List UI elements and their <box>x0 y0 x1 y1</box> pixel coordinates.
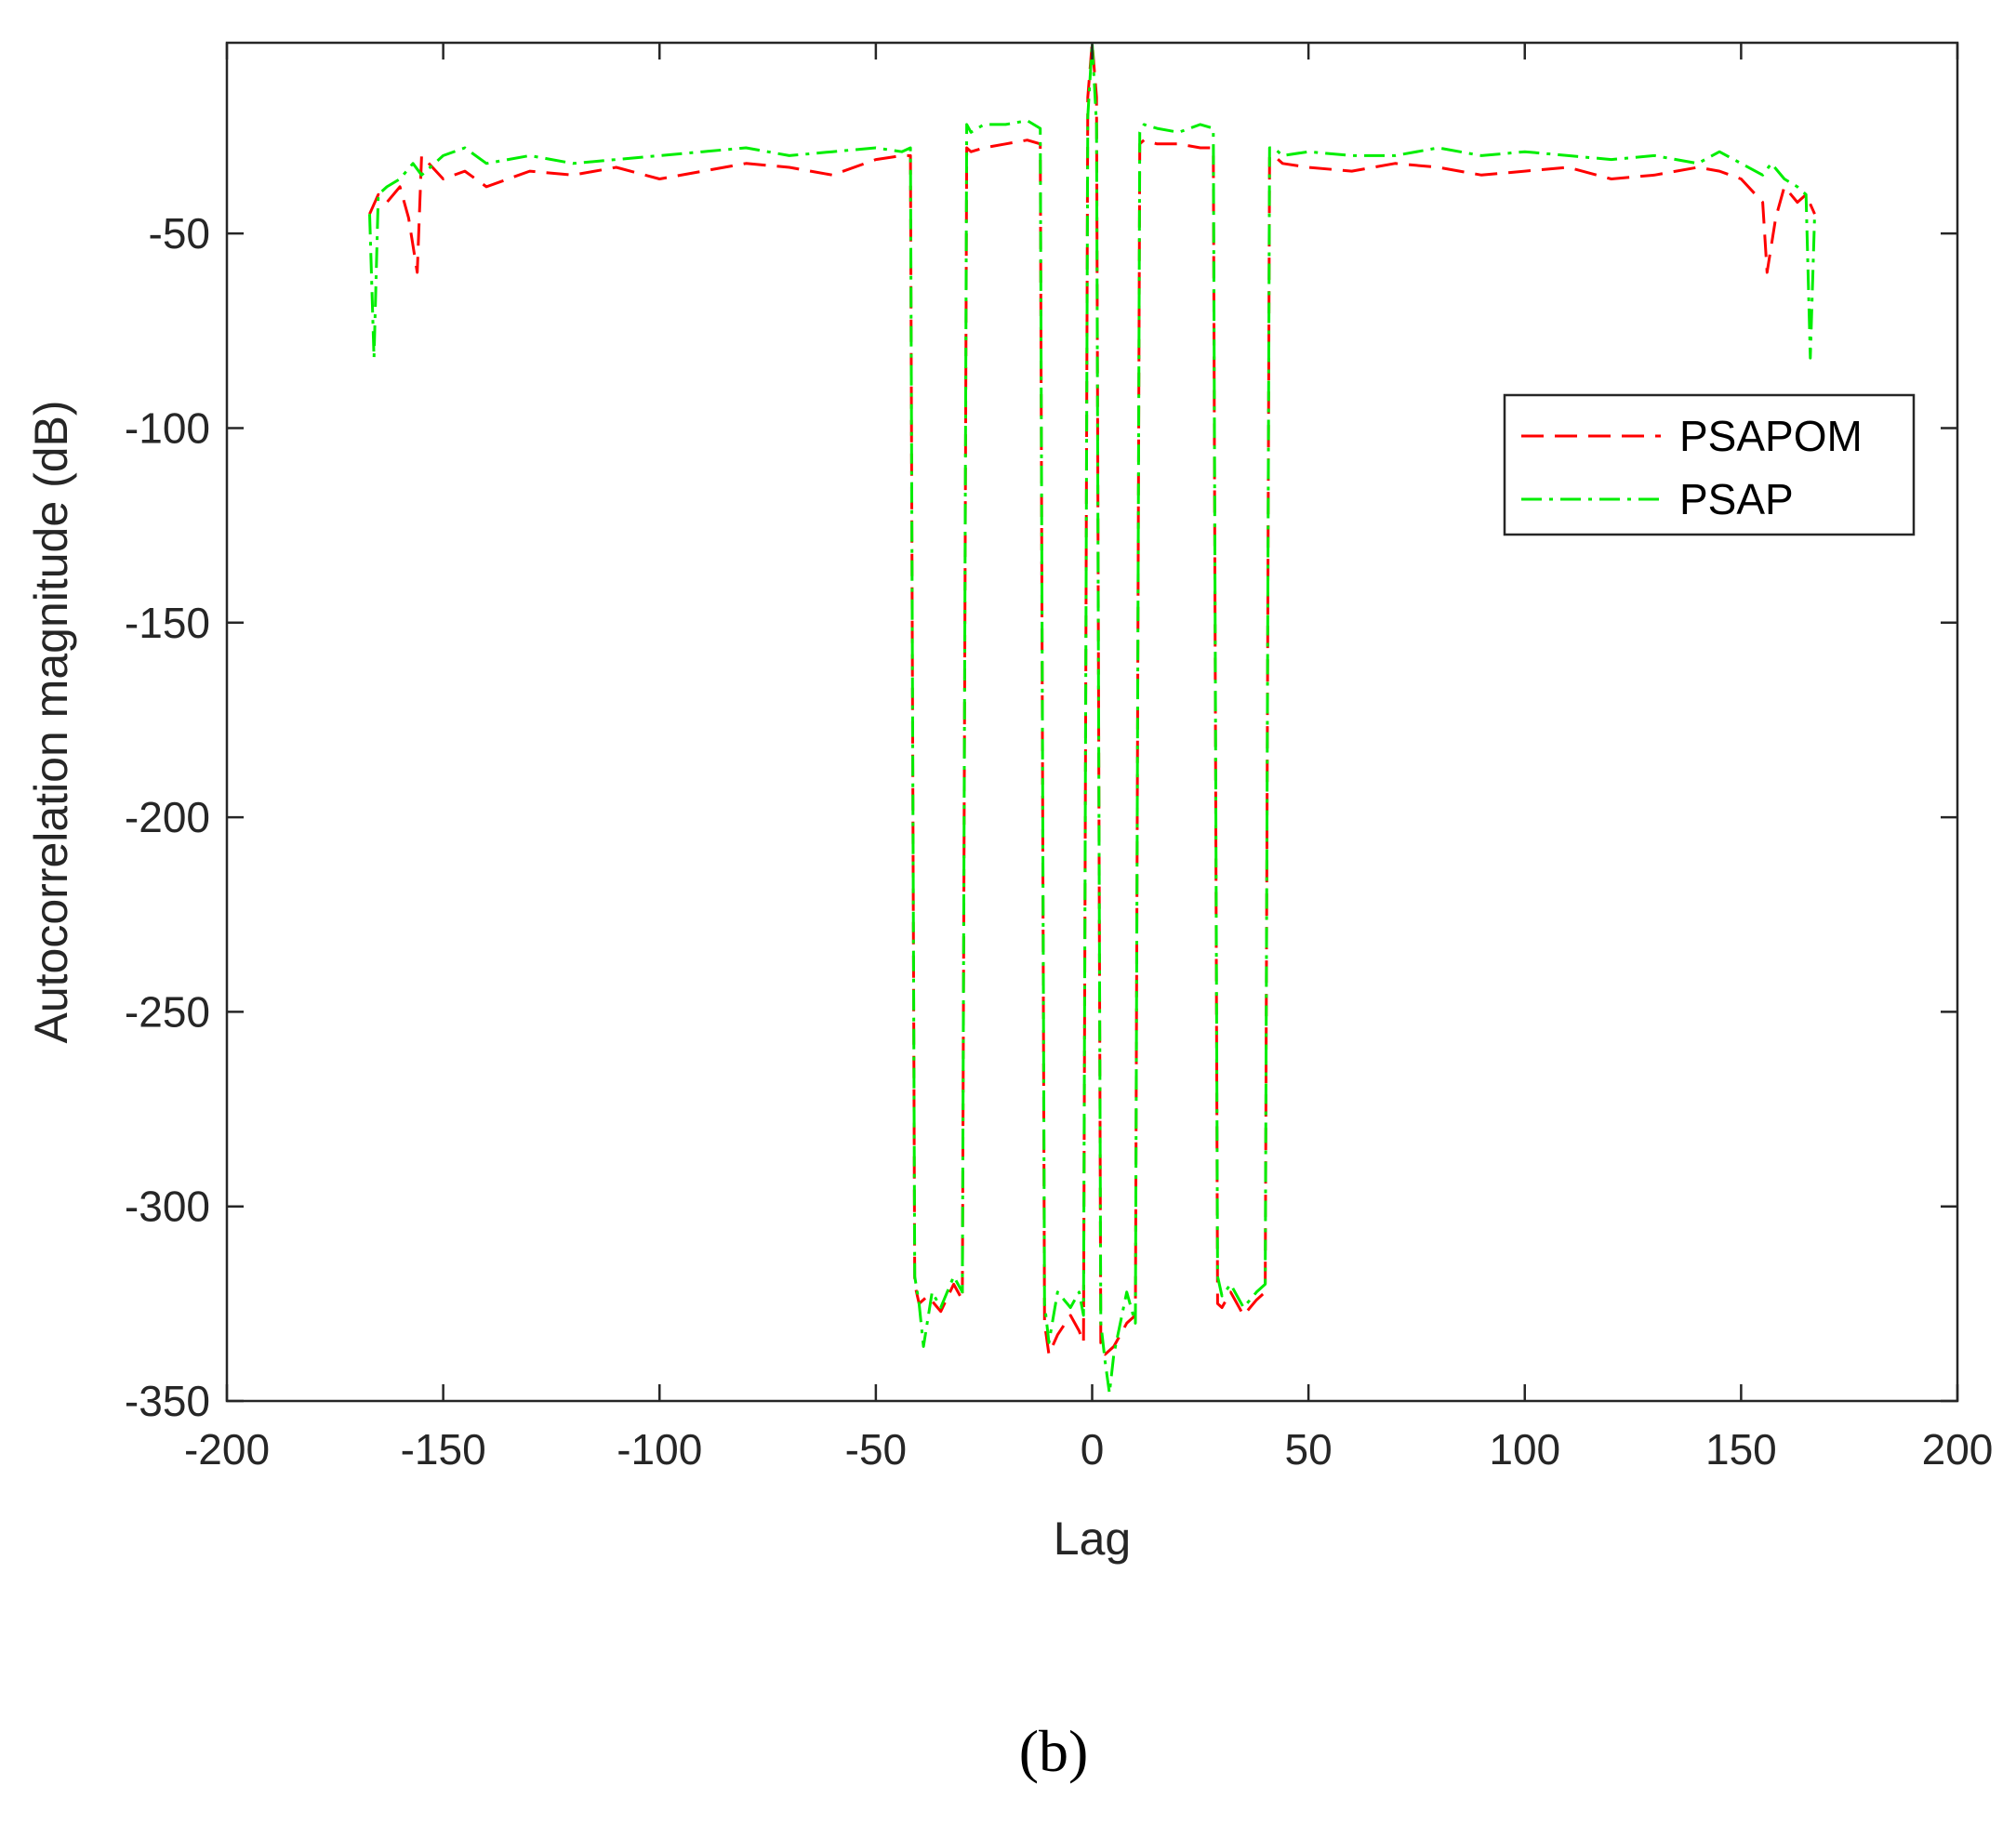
y-tick-label: -100 <box>125 403 210 452</box>
y-axis-label: Autocorrelation magnitude (dB) <box>25 400 77 1043</box>
x-tick-label: 150 <box>1705 1425 1777 1474</box>
legend-box <box>1503 393 1916 536</box>
x-tick-label: -150 <box>401 1425 486 1474</box>
legend: PSAPOM PSAP <box>1503 393 1916 536</box>
x-tick-label: -100 <box>617 1425 702 1474</box>
y-tick-label: -50 <box>149 209 210 258</box>
x-tick-label: -200 <box>184 1425 270 1474</box>
series-line-psapom <box>368 41 1816 1356</box>
x-tick-label: 0 <box>1081 1425 1105 1474</box>
x-tick-label: 50 <box>1285 1425 1333 1474</box>
tick-layer: -200 -150 -100 -50 0 50 100 150 200 -350 -300 -250 -… <box>125 43 1993 1474</box>
x-tick-label: 200 <box>1922 1425 1994 1474</box>
y-tick-label: -350 <box>125 1377 210 1425</box>
series-line-psap <box>368 41 1816 1395</box>
x-tick-label: -50 <box>845 1425 907 1474</box>
x-axis-label: Lag <box>1054 1513 1131 1565</box>
legend-label-psap: PSAP <box>1679 475 1794 523</box>
legend-label-psapom: PSAPOM <box>1679 412 1863 460</box>
y-tick-label: -150 <box>125 599 210 647</box>
y-tick-label: -200 <box>125 793 210 841</box>
panel-label: (b) <box>1019 1718 1089 1784</box>
y-tick-label: -250 <box>125 987 210 1036</box>
x-tick-label: 100 <box>1489 1425 1560 1474</box>
y-tick-label: -300 <box>125 1183 210 1231</box>
series-layer <box>368 41 1816 1395</box>
